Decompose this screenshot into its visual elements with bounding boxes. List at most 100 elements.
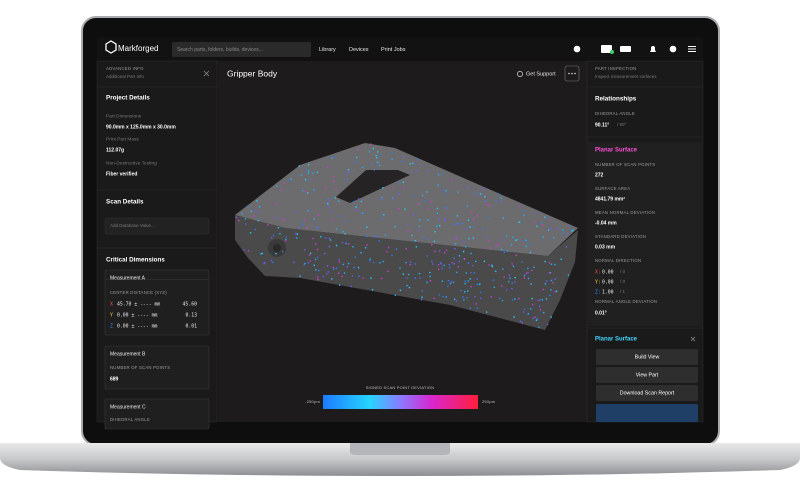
scan-point — [334, 197, 337, 199]
scan-point — [463, 299, 465, 301]
scan-point — [431, 244, 433, 246]
scan-point — [533, 266, 535, 269]
scan-point — [316, 171, 319, 174]
panel-header: PART INSPECTION — [595, 66, 636, 71]
input-box[interactable] — [104, 217, 210, 235]
nav-link[interactable]: Library — [319, 47, 336, 53]
scan-point — [469, 307, 472, 310]
scan-point — [457, 191, 459, 193]
bell-icon[interactable] — [650, 46, 656, 52]
scan-point — [453, 224, 456, 226]
scan-point — [457, 223, 460, 225]
scan-point — [387, 246, 390, 249]
button-label[interactable]: View Part — [636, 372, 659, 378]
axis-label: Y — [110, 313, 113, 319]
scan-point — [307, 209, 309, 212]
button[interactable] — [596, 349, 698, 365]
device-icon[interactable] — [601, 45, 612, 53]
nominal-value: 0.00 ± ---- mm — [117, 313, 158, 319]
more-dots — [568, 72, 576, 75]
scan-point — [422, 236, 424, 239]
field-label: STANDARD DEVIATION — [595, 234, 646, 239]
nav-link[interactable]: Print Jobs — [381, 47, 406, 53]
scan-point — [298, 226, 300, 229]
scan-point — [548, 262, 551, 264]
scan-point — [317, 214, 320, 217]
scan-point — [507, 281, 510, 283]
scan-point — [377, 151, 379, 153]
scan-point — [415, 246, 418, 248]
input-placeholder[interactable]: Add Database Value... — [110, 223, 155, 228]
scan-point — [386, 250, 388, 253]
button[interactable] — [596, 385, 698, 401]
support-link[interactable]: Get Support — [526, 71, 556, 77]
button[interactable] — [596, 367, 698, 383]
scan-point — [444, 193, 447, 196]
measurement-card[interactable] — [104, 345, 210, 390]
nav-link[interactable]: Devices — [349, 47, 369, 53]
search-box[interactable] — [172, 42, 311, 57]
settings-icon[interactable] — [669, 45, 677, 53]
scan-point — [527, 313, 529, 316]
scan-point — [541, 298, 544, 301]
scan-point — [256, 200, 258, 202]
scan-point — [529, 244, 532, 246]
measurement-name: Measurement C — [110, 404, 146, 410]
scan-point — [283, 218, 285, 220]
scan-point — [432, 263, 434, 265]
field-value: 0.01° — [595, 310, 607, 316]
support-icon[interactable] — [517, 71, 523, 77]
scan-point — [406, 284, 408, 287]
search-placeholder[interactable]: Search parts, folders, builds, devices..… — [177, 47, 263, 53]
scan-point — [521, 321, 524, 324]
scan-point — [345, 178, 348, 181]
measurement-card[interactable] — [104, 398, 210, 430]
scan-point — [429, 279, 432, 282]
logo[interactable] — [105, 40, 117, 54]
scan-point — [503, 251, 506, 254]
more-button[interactable] — [564, 65, 580, 82]
scan-point — [482, 188, 485, 191]
scan-point — [303, 248, 306, 251]
help-icon[interactable] — [573, 45, 581, 53]
scan-point — [562, 233, 564, 235]
part-model — [235, 143, 578, 330]
scan-point — [457, 266, 460, 268]
close-left[interactable] — [203, 70, 210, 77]
scan-point — [468, 237, 470, 240]
scan-point — [529, 308, 532, 310]
measurement-card[interactable] — [104, 269, 210, 336]
scan-point — [540, 222, 543, 224]
scan-point — [328, 245, 331, 248]
scan-point — [360, 200, 363, 203]
menu-icon[interactable] — [688, 46, 696, 52]
scan-point — [353, 200, 355, 203]
scan-point — [476, 214, 478, 217]
button-disabled[interactable] — [596, 404, 698, 422]
scan-point — [451, 261, 454, 264]
scan-point — [370, 277, 372, 279]
scan-point — [398, 208, 400, 210]
scan-point — [323, 252, 326, 255]
scan-point — [464, 291, 466, 293]
button-label[interactable]: Download Scan Report — [620, 390, 675, 396]
scan-point — [426, 255, 429, 257]
scan-point — [463, 240, 465, 243]
scan-point — [381, 196, 383, 199]
scan-point — [475, 260, 477, 263]
scan-point — [547, 229, 550, 231]
scan-point — [369, 260, 371, 262]
printer-icon[interactable] — [620, 46, 631, 52]
scan-point — [489, 247, 491, 249]
scan-point — [238, 219, 240, 222]
close-surface-2[interactable] — [690, 336, 696, 342]
dividers — [97, 86, 703, 329]
scan-point — [492, 279, 495, 281]
scan-point — [416, 158, 419, 161]
scan-point — [315, 269, 317, 271]
button-label[interactable]: Build View — [635, 354, 660, 360]
scan-point — [361, 166, 364, 169]
field-value: 90.0mm x 125.0mm x 30.0mm — [106, 124, 176, 130]
scan-point — [380, 154, 382, 156]
scan-point — [452, 281, 455, 284]
